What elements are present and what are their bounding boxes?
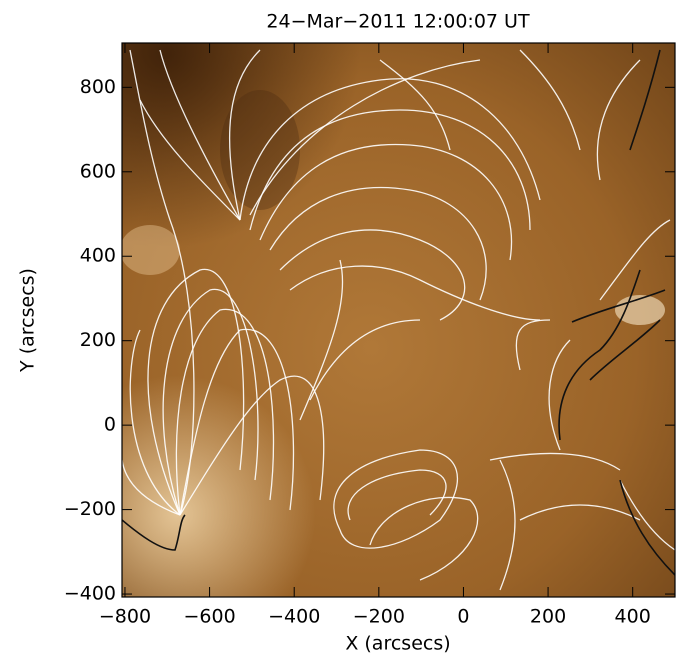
- chart-title: 24−Mar−2011 12:00:07 UT: [266, 11, 530, 33]
- x-tick-label: 0: [457, 606, 469, 628]
- y-tick-label: 600: [80, 160, 116, 182]
- y-tick-label: −200: [64, 498, 116, 520]
- field-lines: [122, 49, 675, 591]
- y-tick-label: 800: [80, 76, 116, 98]
- y-tick-label: 0: [104, 414, 116, 436]
- x-tick-label: −400: [268, 606, 320, 628]
- solar-image: [122, 43, 675, 597]
- x-tick-label: −200: [353, 606, 405, 628]
- y-tick-label: 200: [80, 329, 116, 351]
- plot-frame: [121, 42, 676, 598]
- x-tick-label: −600: [183, 606, 235, 628]
- x-axis-label: X (arcsecs): [345, 633, 450, 655]
- y-tick-label: −400: [64, 583, 116, 605]
- y-axis-label: Y (arcsecs): [17, 268, 39, 373]
- x-tick-label: 400: [615, 606, 651, 628]
- y-tick-label: 400: [80, 245, 116, 267]
- x-tick-label: −800: [99, 606, 151, 628]
- x-tick-label: 200: [530, 606, 566, 628]
